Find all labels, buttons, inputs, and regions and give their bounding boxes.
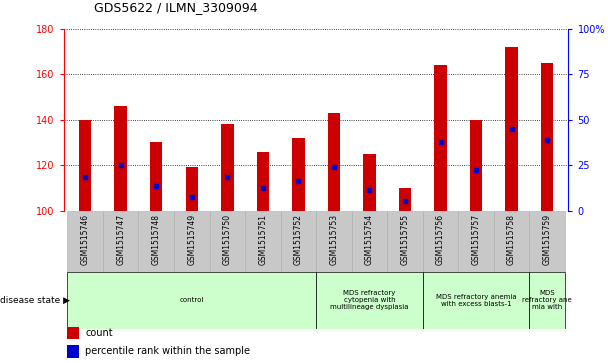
Bar bbox=[114, 106, 127, 211]
Bar bbox=[458, 211, 494, 272]
Bar bbox=[387, 211, 423, 272]
Bar bbox=[67, 211, 103, 272]
Bar bbox=[67, 272, 316, 329]
Bar bbox=[139, 211, 174, 272]
Bar bbox=[150, 142, 162, 211]
Text: GSM1515750: GSM1515750 bbox=[223, 213, 232, 265]
Bar bbox=[210, 211, 245, 272]
Text: count: count bbox=[85, 328, 112, 338]
Bar bbox=[316, 211, 351, 272]
Bar bbox=[541, 63, 553, 211]
Text: GSM1515753: GSM1515753 bbox=[330, 213, 339, 265]
Bar bbox=[185, 167, 198, 211]
Bar bbox=[316, 272, 423, 329]
Bar bbox=[399, 188, 411, 211]
Bar bbox=[67, 345, 79, 358]
Text: GSM1515751: GSM1515751 bbox=[258, 213, 268, 265]
Bar bbox=[470, 120, 482, 211]
Bar bbox=[257, 152, 269, 211]
Bar bbox=[292, 138, 305, 211]
Text: GSM1515754: GSM1515754 bbox=[365, 213, 374, 265]
Bar bbox=[434, 65, 447, 211]
Text: MDS
refractory ane
mia with: MDS refractory ane mia with bbox=[522, 290, 572, 310]
Bar bbox=[174, 211, 210, 272]
Bar bbox=[79, 120, 91, 211]
Text: GSM1515748: GSM1515748 bbox=[152, 213, 161, 265]
Text: GSM1515758: GSM1515758 bbox=[507, 213, 516, 265]
Text: GSM1515752: GSM1515752 bbox=[294, 213, 303, 265]
Bar bbox=[103, 211, 139, 272]
Text: disease state ▶: disease state ▶ bbox=[0, 296, 70, 305]
Bar bbox=[423, 211, 458, 272]
Bar bbox=[245, 211, 281, 272]
Text: MDS refractory anemia
with excess blasts-1: MDS refractory anemia with excess blasts… bbox=[436, 294, 516, 307]
Text: control: control bbox=[179, 297, 204, 303]
Text: GSM1515756: GSM1515756 bbox=[436, 213, 445, 265]
Text: GSM1515757: GSM1515757 bbox=[472, 213, 480, 265]
Bar bbox=[494, 211, 530, 272]
Text: percentile rank within the sample: percentile rank within the sample bbox=[85, 346, 250, 356]
Bar bbox=[221, 124, 233, 211]
Text: GSM1515759: GSM1515759 bbox=[543, 213, 551, 265]
Text: GSM1515749: GSM1515749 bbox=[187, 213, 196, 265]
Text: GDS5622 / ILMN_3309094: GDS5622 / ILMN_3309094 bbox=[94, 1, 258, 15]
Bar bbox=[505, 47, 518, 211]
Bar bbox=[281, 211, 316, 272]
Bar bbox=[423, 272, 530, 329]
Bar bbox=[530, 211, 565, 272]
Bar bbox=[67, 327, 79, 339]
Text: GSM1515747: GSM1515747 bbox=[116, 213, 125, 265]
Bar bbox=[363, 154, 376, 211]
Bar bbox=[530, 272, 565, 329]
Bar bbox=[351, 211, 387, 272]
Text: GSM1515755: GSM1515755 bbox=[401, 213, 410, 265]
Bar bbox=[328, 113, 340, 211]
Text: MDS refractory
cytopenia with
multilineage dysplasia: MDS refractory cytopenia with multilinea… bbox=[330, 290, 409, 310]
Text: GSM1515746: GSM1515746 bbox=[81, 213, 89, 265]
